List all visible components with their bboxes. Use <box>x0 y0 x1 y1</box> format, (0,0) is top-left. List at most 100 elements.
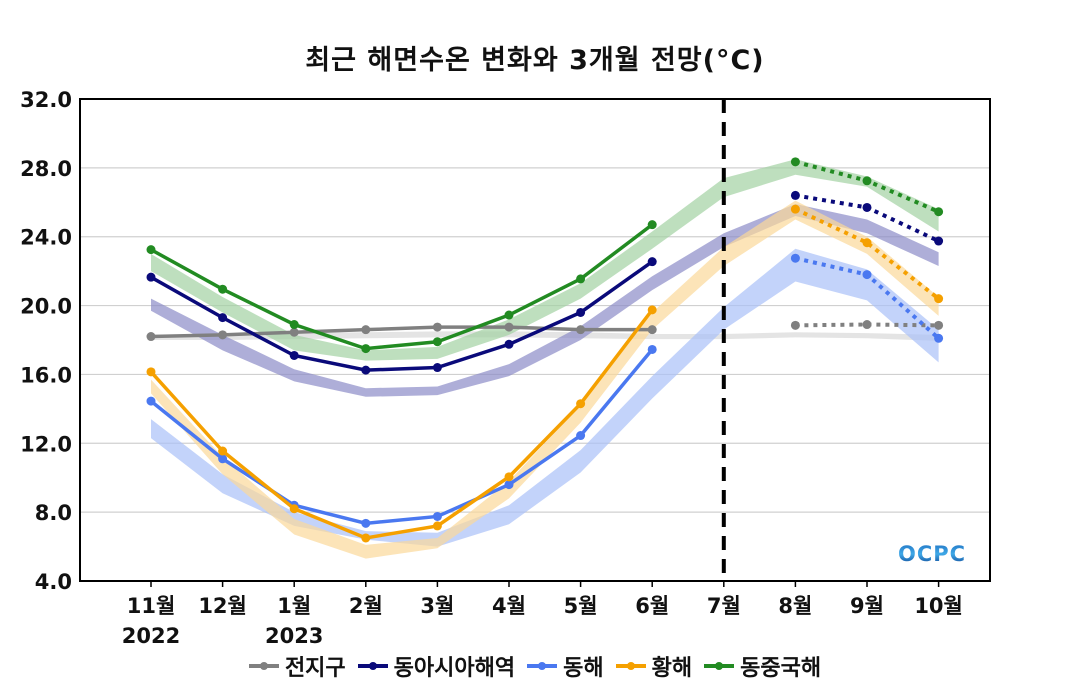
band-황해 <box>151 200 939 559</box>
data-point-동해 <box>647 344 657 354</box>
data-point-황해 <box>361 533 371 543</box>
data-point-전지구 <box>361 325 371 335</box>
data-point-동아시아해역 <box>790 190 800 200</box>
data-point-동중국해 <box>146 245 156 255</box>
band-동아시아해역 <box>151 204 939 397</box>
data-point-동중국해 <box>432 337 442 347</box>
plot-frame <box>79 98 991 582</box>
data-point-동중국해 <box>576 274 586 284</box>
legend-dot-icon <box>626 662 635 670</box>
forecast-line-전지구 <box>795 322 939 328</box>
data-point-동아시아해역 <box>576 307 586 317</box>
y-tick-label: 16.0 <box>20 363 72 387</box>
legend-label: 전지구 <box>284 656 346 681</box>
data-point-동아시아해역 <box>146 272 156 282</box>
legend-label: 동아시아해역 <box>393 656 516 681</box>
data-point-동중국해 <box>218 284 228 294</box>
legend-dot-icon <box>538 662 547 670</box>
data-point-황해 <box>934 294 944 304</box>
data-point-동해 <box>361 518 371 528</box>
legend-dot-icon <box>368 662 377 670</box>
x-year-label: 2023 <box>265 624 323 648</box>
y-tick-label: 28.0 <box>20 157 72 181</box>
data-point-동아시아해역 <box>432 363 442 373</box>
legend-line-marker-icon <box>704 662 735 670</box>
x-tick-label: 3월 <box>420 594 454 618</box>
observed-line-동해 <box>149 348 654 526</box>
data-point-동아시아해역 <box>289 350 299 360</box>
data-point-동중국해 <box>934 207 944 217</box>
x-tick-label: 4월 <box>492 594 526 618</box>
data-point-동중국해 <box>504 310 514 320</box>
legend: 전지구 동아시아해역 동해 황해 동중국해 <box>0 650 1070 682</box>
data-point-동중국해 <box>289 320 299 330</box>
data-point-전지구 <box>289 327 299 337</box>
legend-dot-icon <box>715 662 724 670</box>
data-point-동해 <box>934 333 944 343</box>
data-point-전지구 <box>146 332 156 342</box>
data-point-전지구 <box>647 325 657 335</box>
legend-item: 황해 <box>615 650 693 682</box>
legend-item: 전지구 <box>248 650 346 682</box>
y-tick-label: 4.0 <box>35 570 72 594</box>
data-point-전지구 <box>862 320 872 330</box>
data-point-황해 <box>790 204 800 214</box>
x-tick-label: 12월 <box>198 594 247 618</box>
data-point-동중국해 <box>361 344 371 354</box>
legend-line-marker-icon <box>248 662 279 670</box>
x-tick-label: 7월 <box>707 594 741 618</box>
data-point-동해 <box>146 396 156 406</box>
observed-line-동중국해 <box>150 223 654 351</box>
data-point-동해 <box>432 511 442 521</box>
data-point-전지구 <box>790 320 800 330</box>
x-tick-label: 10월 <box>914 594 963 618</box>
data-point-황해 <box>862 238 872 248</box>
data-point-동해 <box>504 480 514 490</box>
data-point-동아시아해역 <box>218 313 228 323</box>
data-point-황해 <box>647 305 657 315</box>
chart-title: 최근 해면수온 변화와 3개월 전망(°C) <box>305 45 765 76</box>
data-point-전지구 <box>934 320 944 330</box>
axes: 4.0 8.0 12.0 16.0 20.0 24.0 28.0 32.0 11월 12월 1월 2월… <box>20 88 991 648</box>
climatology-bands <box>151 159 939 559</box>
data-point-황해 <box>218 446 228 456</box>
legend-item: 동아시아해역 <box>357 650 516 682</box>
x-tick-label: 6월 <box>635 594 669 618</box>
x-year-label: 2022 <box>122 624 180 648</box>
x-tick-label: 11월 <box>127 594 176 618</box>
series-lines <box>146 157 944 543</box>
band-전지구 <box>151 331 939 341</box>
data-point-동해 <box>218 454 228 464</box>
x-tick-label: 5월 <box>564 594 598 618</box>
legend-label: 황해 <box>651 656 693 681</box>
data-point-전지구 <box>576 325 586 335</box>
y-tick-label: 12.0 <box>20 432 72 456</box>
legend-item: 동중국해 <box>704 650 821 682</box>
band-동해 <box>151 248 939 547</box>
data-point-동아시아해역 <box>862 202 872 212</box>
ocpc-logo: OCPC <box>898 542 967 566</box>
legend-line-marker-icon <box>615 662 646 670</box>
data-point-동중국해 <box>647 220 657 230</box>
data-point-황해 <box>576 399 586 409</box>
x-tick-label: 1월 <box>277 594 311 618</box>
data-point-황해 <box>289 504 299 514</box>
data-point-동해 <box>862 270 872 280</box>
data-point-전지구 <box>432 322 442 332</box>
y-tick-label: 20.0 <box>20 295 72 319</box>
data-point-황해 <box>432 521 442 531</box>
observed-line-동아시아해역 <box>150 260 654 372</box>
legend-line-marker-icon <box>357 662 388 670</box>
legend-item: 동해 <box>527 650 604 682</box>
data-point-동해 <box>576 431 586 441</box>
y-tick-label: 32.0 <box>20 88 72 112</box>
x-tick-label: 2월 <box>349 594 383 618</box>
observed-line-황해 <box>149 308 654 540</box>
data-point-동아시아해역 <box>647 257 657 267</box>
data-point-전지구 <box>504 322 514 332</box>
data-point-동아시아해역 <box>504 339 514 349</box>
x-tick-label: 8월 <box>778 594 812 618</box>
y-tick-label: 8.0 <box>35 501 72 525</box>
legend-label: 동해 <box>563 656 604 681</box>
